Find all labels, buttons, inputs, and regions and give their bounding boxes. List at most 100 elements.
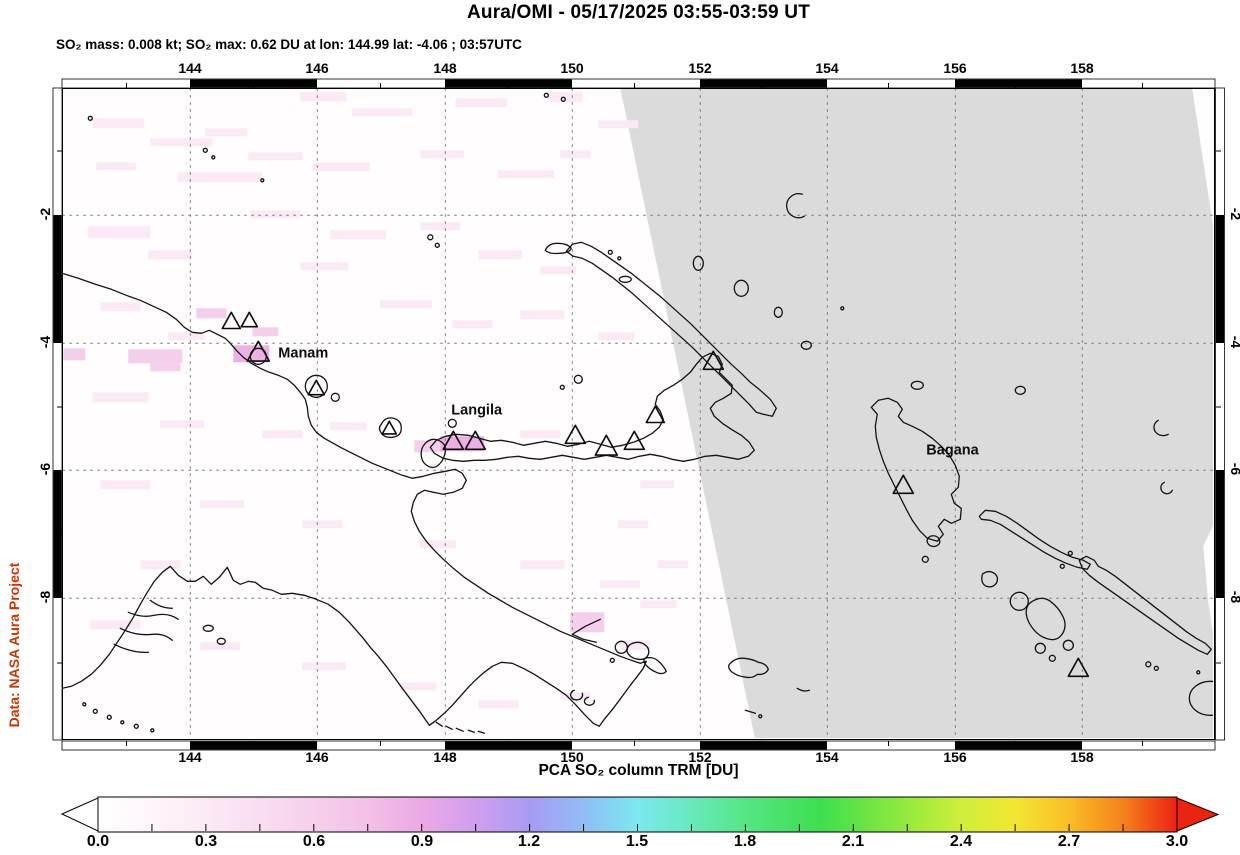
lon-tick-label: 144 bbox=[178, 60, 202, 76]
so2-patch bbox=[330, 230, 387, 240]
graticule bbox=[63, 89, 1213, 738]
lat-tick-label: -6 bbox=[1228, 462, 1240, 476]
colorbar-right-arrow bbox=[1176, 797, 1220, 832]
lon-tick-label: 144 bbox=[178, 749, 202, 765]
so2-patch bbox=[498, 170, 555, 179]
volcano-triangle-icon bbox=[240, 311, 259, 328]
so2-patch bbox=[600, 580, 641, 589]
no-data-region bbox=[620, 89, 1213, 738]
so2-patch bbox=[452, 320, 493, 329]
so2-patch bbox=[160, 420, 205, 429]
so2-patch bbox=[150, 363, 181, 372]
volcano-triangle-icon bbox=[564, 424, 587, 445]
colorbar-label: PCA SO₂ column TRM [DU] bbox=[538, 762, 739, 779]
colorbar-left-arrow bbox=[60, 797, 99, 832]
so2-patch bbox=[540, 266, 577, 275]
lon-tick-label: 158 bbox=[1070, 60, 1094, 76]
so2-patch bbox=[570, 612, 605, 633]
so2-patch bbox=[178, 172, 263, 183]
so2-patch bbox=[658, 560, 689, 569]
so2-patch bbox=[150, 138, 213, 147]
lon-tick-label: 154 bbox=[815, 60, 839, 76]
so2-patch bbox=[620, 640, 651, 651]
volcano-triangle-icon bbox=[702, 350, 725, 371]
so2-patch bbox=[478, 700, 519, 709]
lon-tick-label: 154 bbox=[815, 749, 839, 765]
coastlines bbox=[63, 92, 1213, 734]
lon-tick-label: 150 bbox=[560, 60, 584, 76]
so2-patch bbox=[302, 662, 347, 671]
so2-patch bbox=[196, 308, 227, 319]
volcano-labels: Manam Langila Bagana bbox=[278, 345, 979, 458]
colorbar-tick-label: 2.7 bbox=[1057, 833, 1081, 850]
volcano-triangle-icon bbox=[1067, 657, 1090, 678]
so2-patch bbox=[400, 682, 437, 691]
so2-patch bbox=[302, 520, 343, 529]
credit-text: Data: NASA Aura Project bbox=[6, 562, 22, 728]
colorbar-tick-label: 0.9 bbox=[410, 833, 434, 850]
so2-patch bbox=[560, 692, 591, 701]
colorbar-tick-label: 0.3 bbox=[194, 833, 218, 850]
lon-tick-label: 150 bbox=[560, 749, 584, 765]
so2-patch bbox=[262, 430, 303, 439]
so2-patch bbox=[420, 150, 465, 159]
lat-tick-label: -4 bbox=[37, 335, 53, 349]
so2-patch bbox=[478, 250, 523, 260]
so2-patch bbox=[455, 98, 508, 108]
lon-tick-label: 146 bbox=[305, 749, 329, 765]
so2-patch bbox=[330, 422, 367, 431]
so2-patch bbox=[88, 226, 151, 239]
so2-patch bbox=[140, 560, 181, 570]
lat-tick-label: -4 bbox=[1228, 335, 1240, 349]
so2-patch bbox=[300, 262, 349, 271]
colorbar-tick-label: 2.1 bbox=[841, 833, 865, 850]
map-canvas: Manam Langila Bagana bbox=[63, 89, 1213, 738]
colorbar bbox=[60, 796, 1220, 833]
so2-patch bbox=[548, 92, 583, 103]
volcano-label-manam: Manam bbox=[278, 345, 328, 361]
so2-patch bbox=[560, 150, 591, 159]
lat-tick-label: -8 bbox=[1228, 590, 1240, 604]
so2-patch bbox=[312, 162, 371, 172]
so2-patch bbox=[352, 108, 413, 117]
so2-patch bbox=[168, 332, 205, 341]
so2-patch bbox=[520, 310, 565, 320]
lon-tick-label: 146 bbox=[305, 60, 329, 76]
volcano-markers bbox=[221, 311, 1090, 678]
so2-patch bbox=[250, 210, 301, 219]
volcano-triangle-icon bbox=[221, 311, 242, 330]
volcano-label-langila: Langila bbox=[451, 402, 503, 418]
so2-patch bbox=[380, 300, 433, 309]
lon-tick-label: 148 bbox=[433, 749, 457, 765]
so2-patches bbox=[63, 92, 689, 709]
so2-patch bbox=[100, 302, 141, 312]
colorbar-tick-label: 0.0 bbox=[86, 833, 110, 850]
colorbar-tick-label: 1.8 bbox=[733, 833, 757, 850]
lon-tick-label: 152 bbox=[688, 60, 712, 76]
so2-patch bbox=[598, 332, 635, 341]
so2-patch bbox=[205, 128, 248, 137]
so2-patch bbox=[520, 560, 565, 570]
so2-patch bbox=[618, 520, 649, 529]
so2-patch bbox=[148, 250, 193, 260]
map-area: Manam Langila Bagana bbox=[62, 88, 1215, 740]
subtitle-so2-stats: SO₂ mass: 0.008 kt; SO₂ max: 0.62 DU at … bbox=[56, 37, 522, 52]
so2-patch bbox=[200, 500, 245, 509]
volcano-label-bagana: Bagana bbox=[926, 442, 979, 458]
lat-tick-label: -8 bbox=[37, 590, 53, 604]
lat-tick-label: -2 bbox=[1228, 207, 1240, 221]
lon-tick-label: 156 bbox=[943, 60, 967, 76]
so2-patch bbox=[520, 430, 561, 439]
lon-tick-label: 148 bbox=[433, 60, 457, 76]
volcano-triangle-icon bbox=[464, 430, 487, 451]
so2-patch bbox=[420, 540, 457, 549]
volcano-triangle-icon bbox=[892, 474, 915, 495]
colorbar-tick-label: 1.5 bbox=[625, 833, 649, 850]
lat-tick-label: -2 bbox=[37, 207, 53, 221]
lat-tick-label: -6 bbox=[37, 462, 53, 476]
volcano-triangle-icon bbox=[594, 434, 619, 456]
volcano-triangle-icon bbox=[381, 420, 398, 435]
colorbar-tick-label: 2.4 bbox=[949, 833, 973, 850]
lon-tick-label: 158 bbox=[1070, 749, 1094, 765]
